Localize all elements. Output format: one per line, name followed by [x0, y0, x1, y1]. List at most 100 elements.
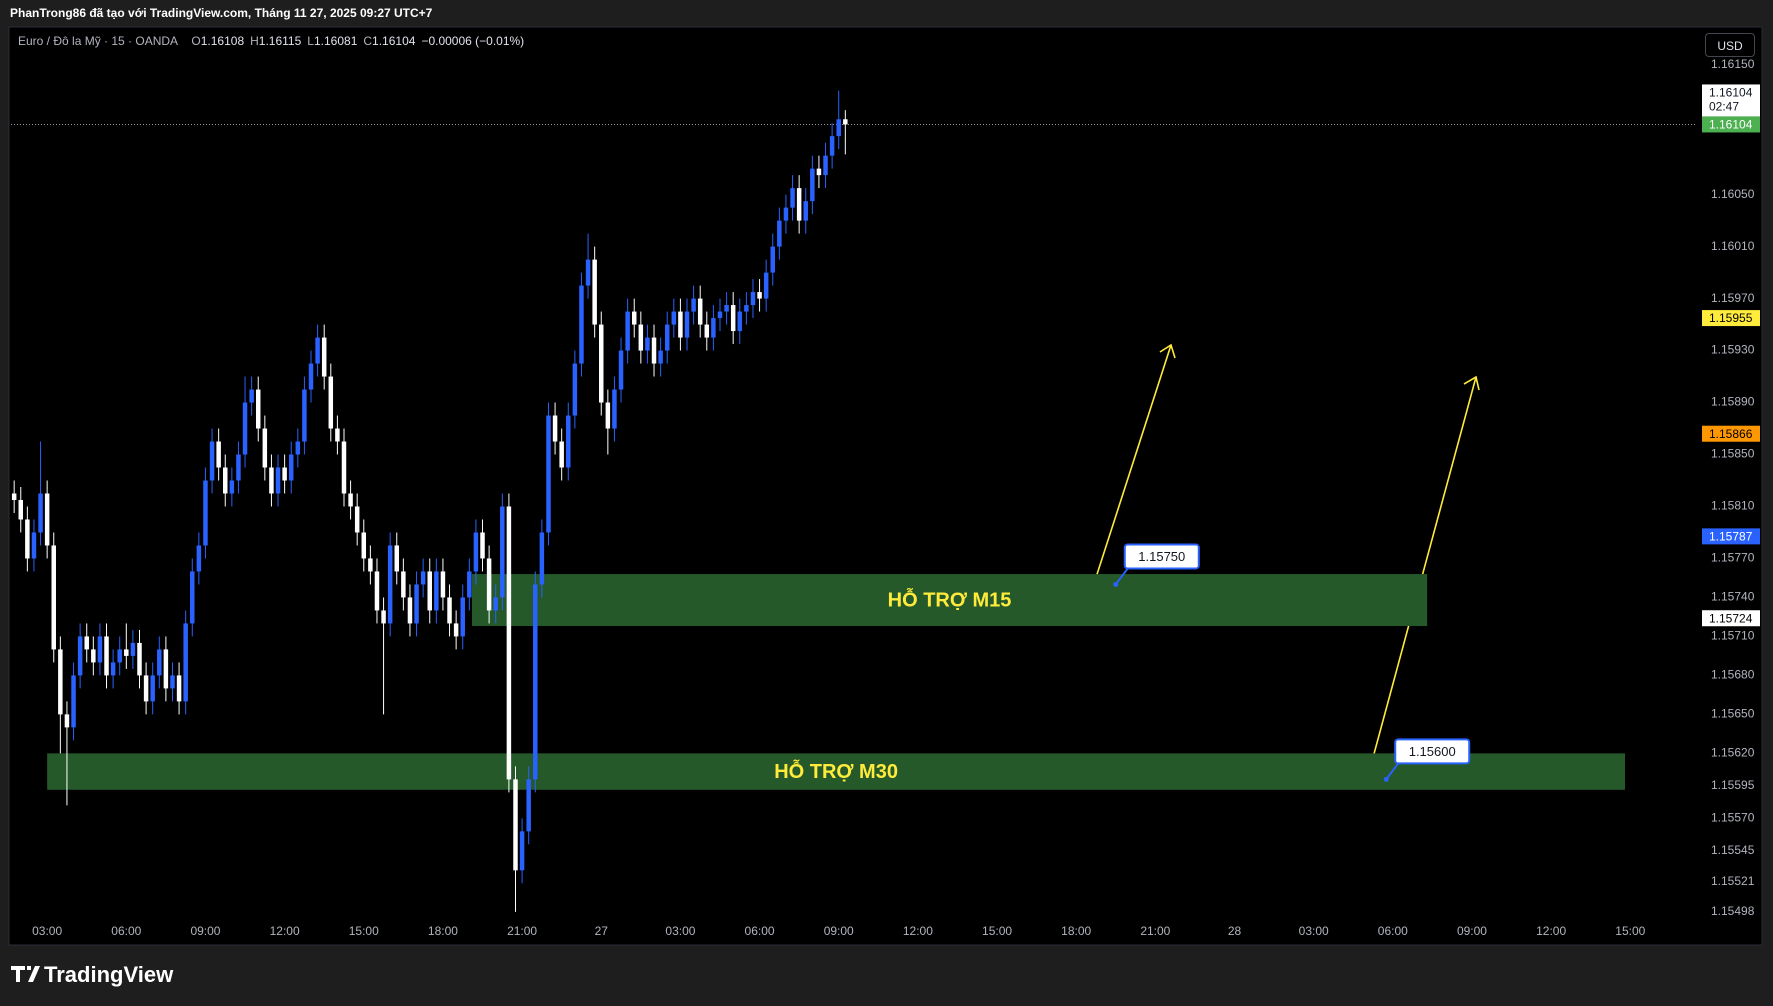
candle-body	[737, 311, 743, 332]
candle-body	[328, 376, 334, 429]
candle-body	[223, 467, 228, 494]
y-tick-label: 1.15595	[1711, 778, 1755, 792]
candle-body	[242, 402, 248, 455]
candle-body	[137, 642, 142, 676]
x-tick-label: 06:00	[1378, 924, 1408, 938]
x-tick-label: 03:00	[32, 924, 62, 938]
last-price-label: 1.16104	[1709, 118, 1753, 132]
candle-body	[836, 119, 841, 137]
arrow-head	[1463, 375, 1480, 391]
candle-body	[823, 155, 828, 176]
candle-body	[440, 571, 446, 598]
candle-body	[236, 454, 241, 481]
callout-pointer	[1114, 567, 1129, 586]
y-tick-label: 1.15710	[1711, 629, 1755, 643]
candle-body	[414, 584, 419, 624]
candle-body	[374, 571, 380, 611]
change: −0.00006 (−0.01%)	[421, 34, 525, 48]
y-tick-label: 1.15770	[1711, 551, 1755, 565]
candle-body	[585, 259, 591, 286]
candle-body	[44, 493, 50, 546]
y-tick-label: 1.15850	[1711, 447, 1755, 461]
candle-body	[38, 493, 43, 533]
ohlc-key: O	[191, 34, 201, 48]
candle-body	[579, 285, 584, 364]
candle-body	[104, 636, 109, 676]
x-tick-label: 15:00	[349, 924, 379, 938]
ohlc-value: 1.16081	[313, 34, 358, 48]
candle-body	[64, 714, 70, 728]
candle-body	[25, 519, 30, 559]
candle-body	[163, 649, 169, 689]
candle-body	[262, 428, 268, 468]
candle-body	[744, 305, 749, 312]
candle-body	[658, 350, 663, 364]
arrow	[1089, 344, 1172, 597]
candle-body	[843, 119, 848, 125]
price-badge	[1702, 310, 1760, 327]
candle-body	[11, 493, 17, 500]
price-badge	[1702, 610, 1760, 627]
price-badge-label: 1.15866	[1709, 427, 1753, 441]
candle-body	[183, 623, 188, 702]
callout-label: 1.15750	[1138, 549, 1185, 564]
x-tick-label: 15:00	[982, 924, 1012, 938]
candle-body	[539, 532, 545, 585]
candle-body	[513, 779, 518, 871]
x-tick-label: 27	[595, 924, 609, 938]
candle-body	[368, 558, 373, 572]
last-price-top: 1.16104	[1709, 86, 1753, 100]
candle-body	[203, 480, 208, 546]
candle-body	[209, 441, 215, 481]
ohlc-value: 1.16108	[200, 34, 245, 48]
candle-body	[143, 675, 149, 702]
candle-body	[58, 649, 63, 715]
x-tick-label: 12:00	[1536, 924, 1566, 938]
candle-body	[282, 467, 287, 481]
candle-body	[84, 636, 89, 650]
candle-body	[533, 584, 538, 780]
candle-body	[757, 292, 762, 299]
y-tick-label: 1.16050	[1711, 187, 1755, 201]
candle-body	[308, 363, 314, 390]
candle-body	[170, 675, 175, 689]
candle-body	[638, 324, 644, 351]
candle-body	[711, 318, 716, 338]
zone-label: HỖ TRỢ M15	[888, 587, 1012, 611]
candle-body	[566, 415, 571, 468]
y-tick-label: 1.15620	[1711, 746, 1755, 760]
candle-body	[493, 597, 498, 611]
y-tick-label: 1.15650	[1711, 707, 1755, 721]
x-tick-label: 12:00	[903, 924, 933, 938]
candle-body	[275, 467, 281, 494]
price-badge-label: 1.15724	[1709, 611, 1753, 625]
y-tick-label: 1.15680	[1711, 668, 1755, 682]
y-tick-label: 1.15890	[1711, 395, 1755, 409]
candle-body	[381, 610, 386, 624]
x-tick-label: 28	[1228, 924, 1242, 938]
candle-body	[500, 506, 505, 598]
price-badge	[1702, 528, 1760, 545]
candle-body	[592, 259, 597, 325]
x-tick-label: 06:00	[745, 924, 775, 938]
y-tick-label: 1.15930	[1711, 343, 1755, 357]
arrow-head	[1159, 343, 1176, 359]
x-tick-label: 18:00	[428, 924, 458, 938]
candle-body	[407, 597, 413, 624]
candle-body	[618, 350, 624, 390]
currency-button[interactable]: USD	[1705, 33, 1755, 57]
candle-body	[335, 428, 340, 442]
candle-body	[730, 305, 736, 332]
callout-box	[1123, 543, 1200, 570]
candle-body	[447, 597, 452, 624]
candle-body	[453, 623, 459, 637]
price-badge-label: 1.15787	[1709, 530, 1753, 544]
candle-body	[321, 337, 327, 377]
candle-body	[605, 402, 611, 429]
x-tick-label: 15:00	[1615, 924, 1645, 938]
candle-body	[678, 311, 683, 338]
candle-body	[645, 337, 650, 351]
candle-body	[176, 675, 182, 702]
candle-body	[427, 571, 432, 611]
